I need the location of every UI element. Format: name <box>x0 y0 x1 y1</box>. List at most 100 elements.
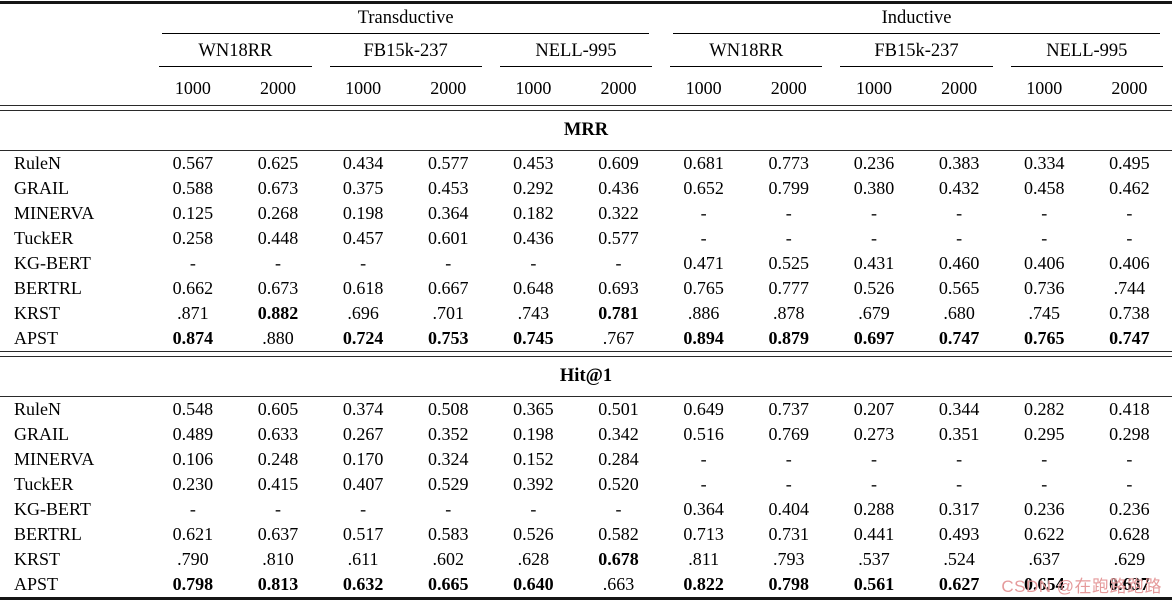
top-rule <box>0 1 1172 6</box>
value-cell: .537 <box>858 549 890 569</box>
dataset-header-row: WN18RR FB15k-237 NELL-995 WN18RR FB15k-2… <box>0 36 1172 72</box>
value-cell: 0.407 <box>342 474 384 494</box>
value-cell: - <box>615 253 622 273</box>
value-cell: 0.637 <box>257 524 299 544</box>
shot-header: 1000 <box>515 78 552 98</box>
value-cell: 0.747 <box>1109 328 1150 348</box>
value-cell: - <box>360 253 367 273</box>
value-cell: 0.495 <box>1109 153 1150 173</box>
value-cell: 0.879 <box>768 328 810 348</box>
value-cell: 0.198 <box>342 203 384 223</box>
value-cell: 0.342 <box>598 424 639 444</box>
value-cell: 0.777 <box>768 278 810 298</box>
value-cell: .871 <box>177 303 209 323</box>
value-cell: - <box>956 449 963 469</box>
method-label: TuckER <box>14 228 74 248</box>
value-cell: - <box>956 228 963 248</box>
value-cell: - <box>870 474 877 494</box>
value-cell: 0.434 <box>342 153 384 173</box>
value-cell: - <box>1126 474 1133 494</box>
value-cell: 0.548 <box>172 399 214 419</box>
value-cell: 0.583 <box>427 524 469 544</box>
corner-empty-cell <box>0 72 150 106</box>
value-cell: .637 <box>1028 549 1060 569</box>
section-title: MRR <box>0 110 1172 151</box>
value-cell: 0.374 <box>342 399 384 419</box>
method-label: RuleN <box>14 153 61 173</box>
value-cell: 0.436 <box>513 228 554 248</box>
value-cell: 0.453 <box>427 178 469 198</box>
group-header-transductive: Transductive <box>162 8 650 34</box>
value-cell: 0.724 <box>342 328 384 348</box>
value-cell: .878 <box>773 303 805 323</box>
value-cell: 0.458 <box>1023 178 1065 198</box>
value-cell: 0.649 <box>683 399 724 419</box>
value-cell: 0.352 <box>427 424 469 444</box>
value-cell: 0.525 <box>768 253 810 273</box>
table-row: KRST .790 .810 .611 .602 .628 0.678 .811 .793 .53… <box>0 547 1172 572</box>
value-cell: 0.769 <box>768 424 810 444</box>
value-cell: 0.344 <box>938 399 980 419</box>
section-band-row: Hit@1 <box>0 356 1172 397</box>
value-cell: - <box>700 203 707 223</box>
value-cell: 0.662 <box>172 278 214 298</box>
value-cell: 0.392 <box>513 474 554 494</box>
value-cell: 0.125 <box>172 203 214 223</box>
value-cell: 0.882 <box>257 303 299 323</box>
value-cell: 0.745 <box>513 328 554 348</box>
value-cell: 0.324 <box>427 449 469 469</box>
value-cell: 0.182 <box>513 203 554 223</box>
value-cell: .602 <box>432 549 464 569</box>
table-row: APST 0.798 0.813 0.632 0.665 0.640 .663 0.822 0.… <box>0 572 1172 599</box>
table-row: KG-BERT - - - - - - 0.364 0.404 0.288 0.317 0.236 0.… <box>0 497 1172 522</box>
value-cell: .679 <box>858 303 890 323</box>
value-cell: - <box>956 474 963 494</box>
value-cell: 0.415 <box>257 474 299 494</box>
value-cell: - <box>360 499 367 519</box>
value-cell: - <box>785 228 792 248</box>
value-cell: 0.248 <box>257 449 299 469</box>
shot-header: 1000 <box>685 78 722 98</box>
value-cell: 0.798 <box>768 574 810 594</box>
table-row: MINERVA 0.106 0.248 0.170 0.324 0.152 0.284 - - -… <box>0 447 1172 472</box>
value-cell: 0.489 <box>172 424 214 444</box>
value-cell: - <box>785 474 792 494</box>
value-cell: 0.406 <box>1109 253 1150 273</box>
value-cell: - <box>445 499 452 519</box>
value-cell: 0.765 <box>1023 328 1065 348</box>
value-cell: .886 <box>687 303 720 323</box>
value-cell: 0.781 <box>598 303 639 323</box>
method-label: MINERVA <box>14 203 95 223</box>
value-cell: 0.152 <box>513 449 554 469</box>
value-cell: - <box>274 253 281 273</box>
value-cell: 0.501 <box>598 399 639 419</box>
section-band-row: MRR <box>0 110 1172 151</box>
table-row: KG-BERT - - - - - - 0.471 0.525 0.431 0.460 0.406 0.… <box>0 251 1172 276</box>
value-cell: 0.351 <box>938 424 980 444</box>
method-label: KRST <box>14 303 61 323</box>
value-cell: 0.529 <box>427 474 469 494</box>
shot-header: 1000 <box>174 78 211 98</box>
value-cell: 0.673 <box>257 178 299 198</box>
value-cell: - <box>700 228 707 248</box>
value-cell: 0.822 <box>683 574 724 594</box>
value-cell: 0.404 <box>768 499 810 519</box>
value-cell: 0.738 <box>1109 303 1150 323</box>
bottom-rule <box>0 597 1172 602</box>
dataset-header-wn18rr: WN18RR <box>159 41 312 67</box>
value-cell: .663 <box>602 574 635 594</box>
value-cell: 0.648 <box>513 278 554 298</box>
value-cell: - <box>956 203 963 223</box>
value-cell: 0.457 <box>342 228 384 248</box>
table-row: APST 0.874 .880 0.724 0.753 0.745 .767 0.894 0.8… <box>0 326 1172 352</box>
section-divider-double-rule <box>0 105 1172 111</box>
value-cell: .793 <box>773 549 805 569</box>
value-cell: 0.460 <box>938 253 980 273</box>
table-row: KRST .871 0.882 .696 .701 .743 0.781 .886 .878 .6… <box>0 301 1172 326</box>
value-cell: 0.681 <box>683 153 724 173</box>
value-cell: .680 <box>943 303 975 323</box>
value-cell: 0.627 <box>938 574 980 594</box>
value-cell: .810 <box>262 549 294 569</box>
value-cell: 0.618 <box>342 278 384 298</box>
value-cell: 0.288 <box>853 499 895 519</box>
